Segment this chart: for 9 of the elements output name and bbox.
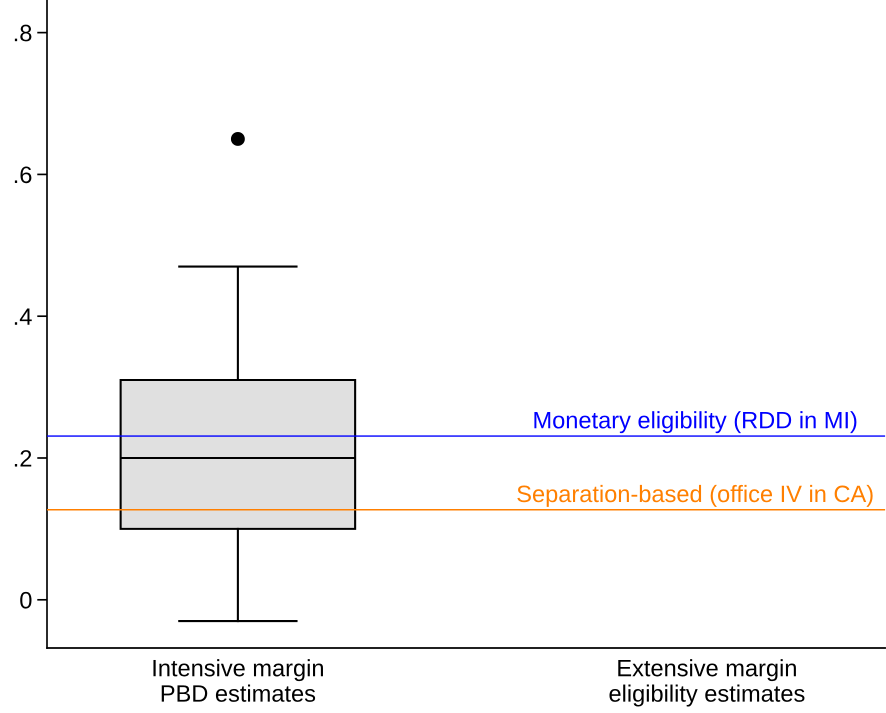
y-tick-label: .2 — [14, 450, 32, 467]
y-tick-label: .8 — [14, 24, 32, 42]
y-tick-label: .6 — [14, 166, 32, 184]
x-tick-label: Intensive margin PBD estimates — [153, 659, 323, 702]
x-tick-label: Extensive margin eligibility estimates — [609, 659, 804, 707]
ref-line-label: Monetary eligibility (RDD in MI) — [534, 411, 856, 434]
y-tick-label: 0 — [20, 592, 32, 609]
y-tick-label: .4 — [14, 308, 32, 325]
ref-line-label: Separation-based (office IV in CA) — [517, 484, 873, 507]
